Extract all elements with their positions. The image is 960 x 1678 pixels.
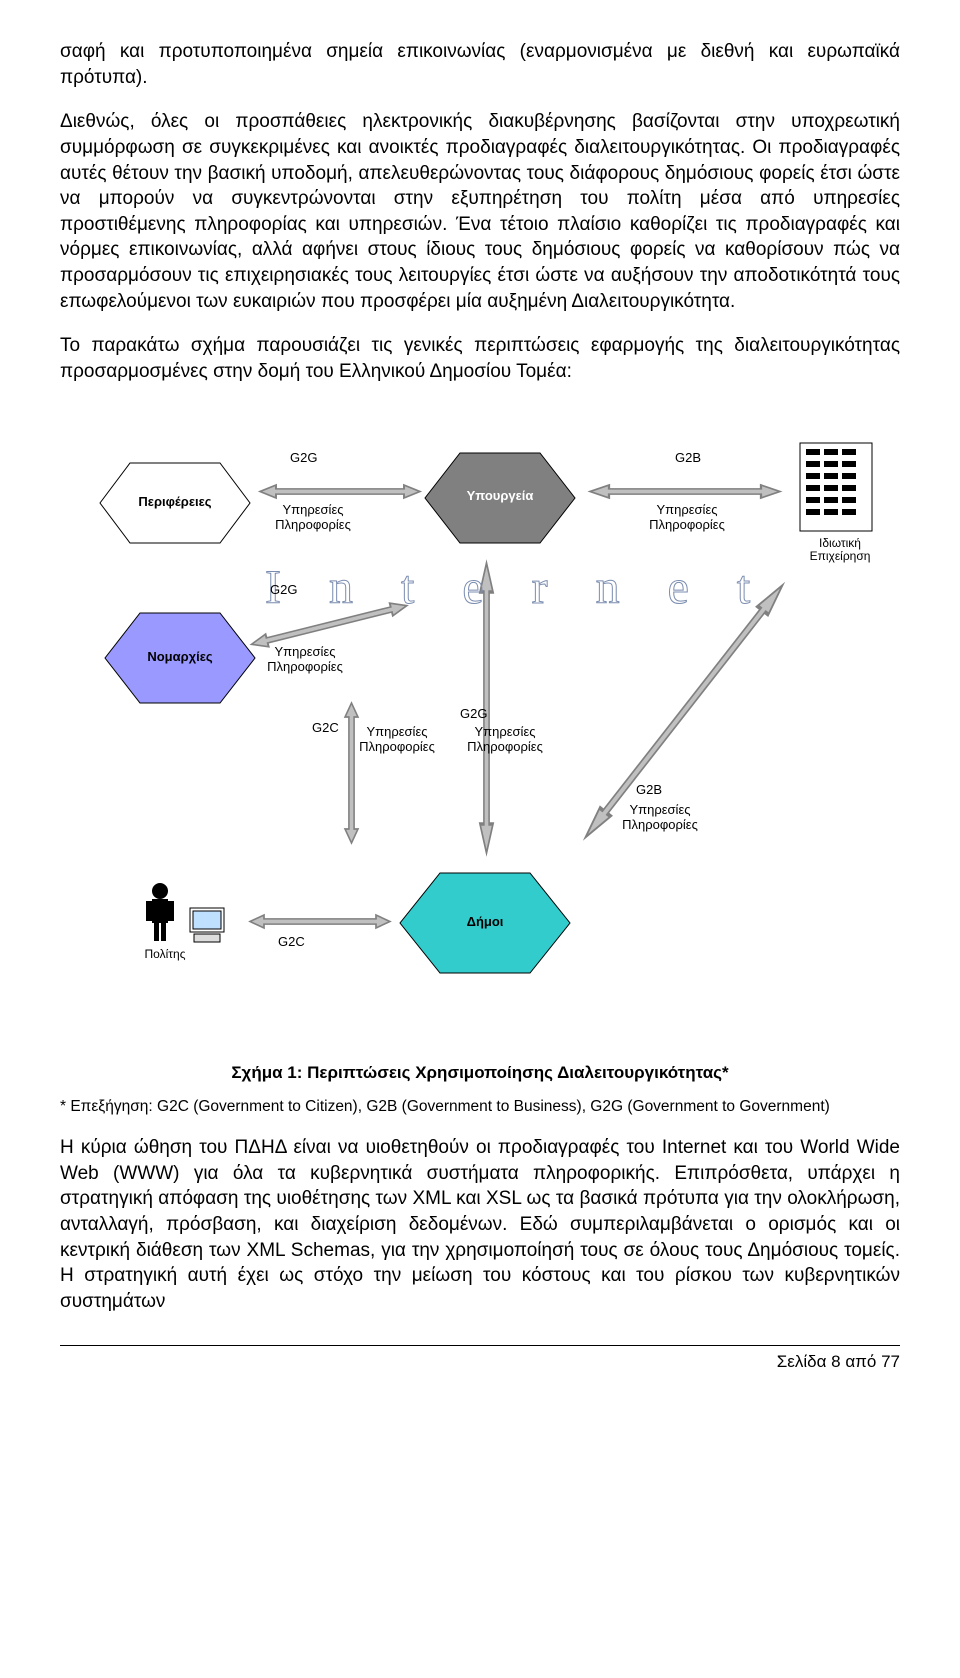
node-business: [800, 443, 872, 531]
edge-g2b-2-top: G2B: [636, 783, 662, 798]
label-citizen: Πολίτης: [135, 948, 195, 962]
page-number: Σελίδα 8 από 77: [60, 1352, 900, 1372]
edge-g2g-1-top: G2G: [290, 451, 317, 466]
internet-overlay: I n t e r n e t: [265, 561, 768, 614]
node-citizen: [146, 883, 174, 941]
edge-g2b-1-bot: ΥπηρεσίεςΠληροφορίες: [642, 503, 732, 533]
edge-g2b-2-bot: ΥπηρεσίεςΠληροφορίες: [615, 803, 705, 833]
label-periphery: Περιφέρειες: [120, 495, 230, 510]
label-prefectures: Νομαρχίες: [130, 650, 230, 665]
edge-g2g-2-top: G2G: [270, 583, 297, 598]
edge-g2g-2-bot: ΥπηρεσίεςΠληροφορίες: [260, 645, 350, 675]
edge-g2c-1-bot: ΥπηρεσίεςΠληροφορίες: [352, 725, 442, 755]
page: σαφή και προτυποποιημένα σημεία επικοινω…: [0, 0, 960, 1402]
footer-rule: [60, 1345, 900, 1346]
edge-g2g-1-bot: ΥπηρεσίεςΠληροφορίες: [268, 503, 358, 533]
figure-caption: Σχήμα 1: Περιπτώσεις Χρησιμοποίησης Διαλ…: [60, 1063, 900, 1083]
paragraph-2: Διεθνώς, όλες οι προσπάθειες ηλεκτρονική…: [60, 109, 900, 314]
edge-g2c-2-top: G2C: [278, 935, 305, 950]
paragraph-3: Το παρακάτω σχήμα παρουσιάζει τις γενικέ…: [60, 333, 900, 384]
label-ministries: Υπουργεία: [450, 489, 550, 504]
edge-g2c-1-top: G2C: [312, 721, 339, 736]
edge-g2g-3-bot: ΥπηρεσίεςΠληροφορίες: [460, 725, 550, 755]
label-business: ΙδιωτικήΕπιχείρηση: [800, 537, 880, 565]
interop-diagram: I n t e r n e t Περιφέρειες Υπουργεία Νο…: [60, 403, 900, 1053]
label-municipal: Δήμοι: [445, 915, 525, 930]
edge-g2g-3-top: G2G: [460, 707, 487, 722]
footnote: * Επεξήγηση: G2C (Government to Citizen)…: [60, 1098, 900, 1116]
edge-g2b-1-top: G2B: [675, 451, 701, 466]
paragraph-4: Η κύρια ώθηση του ΠΔΗΔ είναι να υιοθετηθ…: [60, 1135, 900, 1314]
node-computer: [190, 908, 224, 942]
paragraph-1: σαφή και προτυποποιημένα σημεία επικοινω…: [60, 39, 900, 90]
